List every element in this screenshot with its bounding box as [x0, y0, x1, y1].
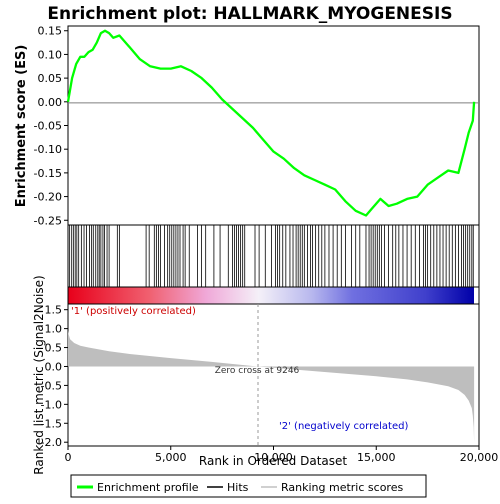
- x-tick-label: 0: [65, 451, 72, 464]
- negative-correlation-label: '2' (negatively correlated): [279, 421, 408, 432]
- rank-colorbar: [68, 287, 474, 304]
- legend-label-enrichment-profile: Enrichment profile: [97, 481, 199, 494]
- x-tick-label: 10,000: [254, 451, 293, 464]
- metric-y-tick-label: 1.0: [45, 323, 63, 336]
- x-tick-label: 15,000: [357, 451, 396, 464]
- legend: Enrichment profile Hits Ranking metric s…: [70, 474, 427, 498]
- legend-frame: [70, 474, 427, 498]
- chart-title: Enrichment plot: HALLMARK_MYOGENESIS: [47, 4, 452, 24]
- hits-panel-frame: [67, 224, 480, 288]
- metric-y-tick-label: -0.5: [41, 379, 62, 392]
- x-tick-label: 20,000: [460, 451, 499, 464]
- metric-y-ticks: 1.5 1.0 0.5 0.0 -0.5 -1.0 -1.5 -2.0: [41, 304, 68, 449]
- enrichment-profile-line: [66, 29, 476, 217]
- metric-y-tick-label: 1.5: [45, 304, 63, 317]
- es-y-tick-label: -0.10: [34, 143, 62, 156]
- legend-label-ranking-metric-scores: Ranking metric scores: [281, 481, 403, 494]
- es-y-tick-label: -0.25: [34, 214, 62, 227]
- es-y-tick-label: 0.15: [38, 25, 63, 38]
- metric-y-tick-label: -1.5: [41, 417, 62, 430]
- es-y-tick-label: 0.10: [38, 48, 63, 61]
- es-y-tick-label: 0.00: [38, 96, 63, 109]
- positive-correlation-label: '1' (positively correlated): [71, 306, 196, 317]
- hit-marks: [69, 225, 474, 287]
- es-y-tick-label: -0.20: [34, 191, 62, 204]
- es-y-tick-label: 0.05: [38, 72, 63, 85]
- x-tick-label: 5,000: [155, 451, 187, 464]
- ranking-metric-area: [68, 330, 475, 443]
- x-axis-label: Rank in Ordered Dataset: [199, 454, 347, 468]
- x-ticks: 0 5,000 10,000 15,000 20,000: [65, 446, 499, 464]
- metric-y-tick-label: -1.0: [41, 398, 62, 411]
- metric-y-tick-label: 0.0: [45, 360, 63, 373]
- metric-y-axis-label: Ranked list metric (Signal2Noise): [32, 275, 46, 474]
- es-y-axis-label: Enrichment score (ES): [14, 45, 29, 208]
- metric-y-tick-label: -2.0: [41, 436, 62, 449]
- legend-label-hits: Hits: [227, 481, 249, 494]
- es-y-ticks: 0.15 0.10 0.05 0.00 -0.05 -0.10 -0.15 -0.20 -0.2…: [34, 25, 68, 227]
- metric-y-tick-label: 0.5: [45, 342, 63, 355]
- es-y-tick-label: -0.15: [34, 167, 62, 180]
- zero-cross-label: Zero cross at 9246: [215, 366, 300, 376]
- es-y-tick-label: -0.05: [34, 120, 62, 133]
